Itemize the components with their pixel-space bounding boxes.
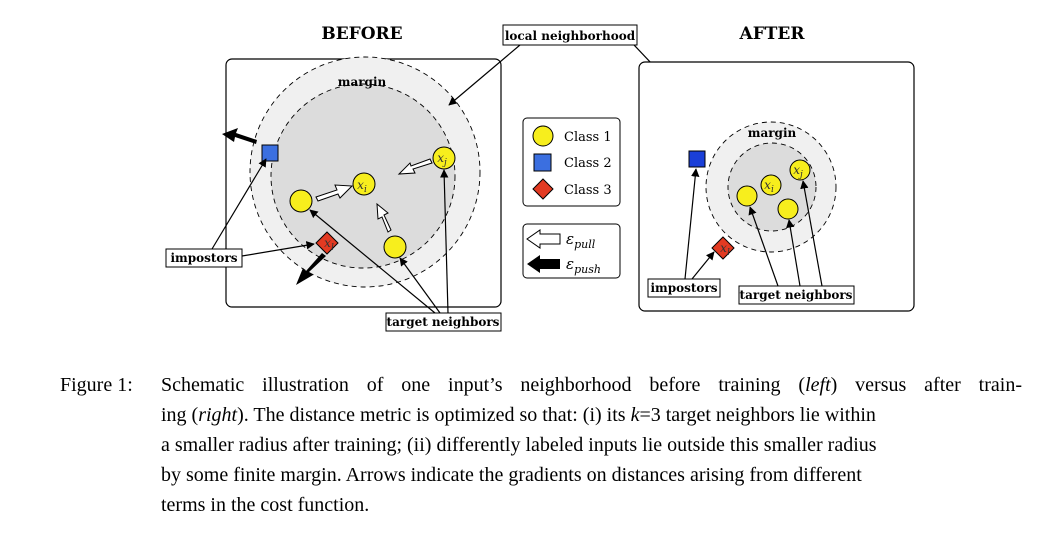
after-class3-diamond [711,236,735,260]
legend-class1-label: Class 1 [564,130,612,145]
after-xj-label: xj [793,163,803,180]
after-xl-label: xl [720,241,730,258]
after-impostors-label: impostors [650,281,717,295]
title-after: AFTER [739,24,806,44]
push-arrow-impostor-diamond [296,253,326,285]
pull-arrow-bottom [376,202,392,233]
title-before: BEFORE [321,24,402,44]
caption-line-2: ing (right). The distance metric is opti… [161,404,876,426]
legend-push-arrow [527,255,560,273]
local-neighborhood-box [502,24,638,46]
legend-pull-label: εpull [566,230,596,251]
after-class1-point-right [777,198,799,220]
after-xi-label: xi [764,178,774,195]
before-class1-point-left [289,189,313,213]
after-impostor-pointers [684,168,715,280]
before-class1-point-xi [352,172,376,196]
legend-class2-marker [533,153,552,172]
after-class2-square [688,150,706,168]
before-pull-arrows [315,158,433,233]
before-class3-diamond [315,231,339,255]
pull-arrow-left [315,184,354,202]
before-impostors-box [165,248,243,268]
before-target-neighbors-label: target neighbors [387,315,500,329]
caption-line-3: a smaller radius after training; (ii) di… [161,434,877,456]
local-neighborhood-label: local neighborhood [505,29,636,43]
after-impostors-box [647,278,721,298]
before-xi-label: xi [357,178,367,195]
legend-pull-arrow [526,229,561,249]
legend-class1-marker [532,125,554,147]
before-target-pointers [309,169,449,314]
pull-arrow-top [397,158,433,175]
after-class1-point-left [736,185,758,207]
legend-class3-marker [532,178,554,200]
legend-push-label: εpush [566,255,601,276]
before-margin-label: margin [338,75,387,89]
before-class1-point-xj [432,146,456,170]
before-xl-label: xl [324,236,334,253]
before-target-neighbors-box [385,312,502,332]
caption-line-5: terms in the cost function. [161,494,370,516]
caption-text: Schematic illustration of one input’s ne… [161,370,1022,520]
legend-class2-label: Class 2 [564,156,612,171]
legend-class3-label: Class 3 [564,183,612,198]
after-target-neighbors-label: target neighbors [740,288,853,302]
after-target-pointers [748,180,823,287]
caption-label: Figure 1: [60,374,133,396]
before-xj-label: xj [437,151,447,168]
caption-line-4: by some finite margin. Arrows indicate t… [161,464,862,486]
before-impostor-pointers [211,158,315,257]
lmnn-diagram: BEFORE AFTER margin xi xj xl impostors t… [165,24,915,332]
before-class1-point-bottom [383,235,407,259]
before-class2-square [261,144,279,162]
after-margin-label: margin [748,126,797,140]
push-arrow-impostor-square [222,128,257,144]
caption-line-1: Schematic illustration of one input’s ne… [161,374,1022,396]
before-impostors-label: impostors [170,251,237,265]
after-target-neighbors-box [738,285,855,305]
after-class1-point-xj [789,159,811,181]
after-class1-point-xi [760,174,782,196]
